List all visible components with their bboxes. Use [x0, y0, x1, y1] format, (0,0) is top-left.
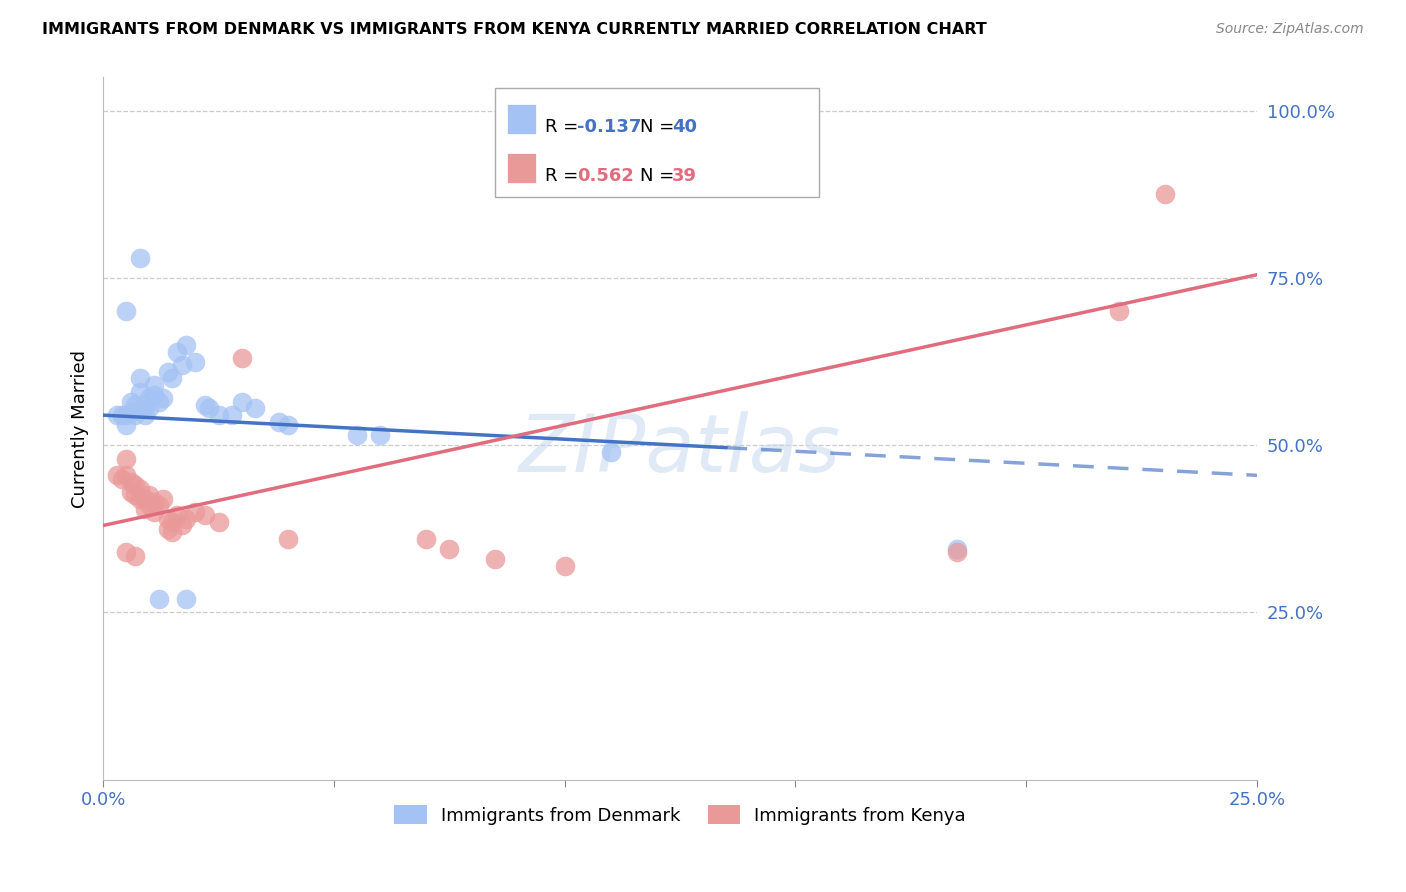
Text: IMMIGRANTS FROM DENMARK VS IMMIGRANTS FROM KENYA CURRENTLY MARRIED CORRELATION C: IMMIGRANTS FROM DENMARK VS IMMIGRANTS FR… — [42, 22, 987, 37]
Point — [184, 354, 207, 368]
Point — [484, 552, 506, 566]
Point — [152, 392, 174, 406]
Point — [142, 505, 165, 519]
Point — [115, 304, 138, 318]
Point — [231, 351, 253, 366]
Point — [115, 451, 138, 466]
Point — [134, 501, 156, 516]
Text: 0.562: 0.562 — [578, 168, 634, 186]
Point — [221, 408, 243, 422]
Point — [115, 468, 138, 483]
FancyBboxPatch shape — [495, 88, 818, 197]
Point — [207, 515, 229, 529]
Point — [115, 545, 138, 559]
Text: 39: 39 — [672, 168, 697, 186]
Text: ZIPatlas: ZIPatlas — [519, 410, 841, 489]
Point — [245, 401, 267, 416]
Point — [152, 491, 174, 506]
Point — [124, 549, 146, 563]
Point — [148, 394, 170, 409]
FancyBboxPatch shape — [508, 153, 536, 183]
Point — [554, 558, 576, 573]
Point — [110, 408, 132, 422]
Point — [599, 445, 621, 459]
Text: -0.137: -0.137 — [578, 118, 641, 136]
Point — [138, 488, 160, 502]
Point — [115, 418, 138, 433]
Text: Source: ZipAtlas.com: Source: ZipAtlas.com — [1216, 22, 1364, 37]
Point — [162, 525, 184, 540]
Point — [194, 398, 217, 412]
Text: 40: 40 — [672, 118, 697, 136]
Point — [115, 408, 138, 422]
Point — [156, 512, 179, 526]
Point — [166, 508, 188, 523]
Y-axis label: Currently Married: Currently Married — [72, 350, 89, 508]
Point — [142, 378, 165, 392]
Point — [124, 398, 146, 412]
Point — [110, 472, 132, 486]
FancyBboxPatch shape — [508, 104, 536, 134]
Point — [946, 545, 969, 559]
Point — [170, 358, 193, 372]
Point — [277, 532, 299, 546]
Point — [174, 512, 197, 526]
Point — [267, 415, 290, 429]
Point — [148, 592, 170, 607]
Text: R =: R = — [546, 118, 583, 136]
Point — [124, 408, 146, 422]
Point — [134, 491, 156, 506]
Point — [120, 405, 142, 419]
Point — [156, 365, 179, 379]
Point — [138, 499, 160, 513]
Point — [946, 541, 969, 556]
Point — [166, 344, 188, 359]
Point — [170, 518, 193, 533]
Point — [174, 338, 197, 352]
Point — [124, 478, 146, 492]
Legend: Immigrants from Denmark, Immigrants from Kenya: Immigrants from Denmark, Immigrants from… — [385, 797, 976, 834]
Point — [120, 394, 142, 409]
Text: R =: R = — [546, 168, 583, 186]
Point — [439, 541, 461, 556]
Point — [138, 392, 160, 406]
Point — [142, 495, 165, 509]
Text: N =: N = — [640, 118, 679, 136]
Point — [129, 491, 152, 506]
Point — [184, 505, 207, 519]
Point — [194, 508, 217, 523]
Point — [156, 522, 179, 536]
Point — [105, 468, 128, 483]
Point — [124, 488, 146, 502]
Point — [277, 418, 299, 433]
Point — [134, 398, 156, 412]
Point — [207, 408, 229, 422]
Point — [129, 251, 152, 265]
Point — [138, 401, 160, 416]
Point — [346, 428, 368, 442]
Point — [1108, 304, 1130, 318]
Point — [120, 485, 142, 500]
Point — [134, 408, 156, 422]
Point — [129, 482, 152, 496]
Text: N =: N = — [640, 168, 679, 186]
Point — [198, 401, 221, 416]
Point — [129, 384, 152, 399]
Point — [368, 428, 391, 442]
Point — [120, 475, 142, 489]
Point — [415, 532, 437, 546]
Point — [162, 371, 184, 385]
Point — [105, 408, 128, 422]
Point — [148, 499, 170, 513]
Point — [174, 592, 197, 607]
Point — [129, 371, 152, 385]
Point — [162, 515, 184, 529]
Point — [231, 394, 253, 409]
Point — [142, 388, 165, 402]
Point — [1153, 187, 1175, 202]
